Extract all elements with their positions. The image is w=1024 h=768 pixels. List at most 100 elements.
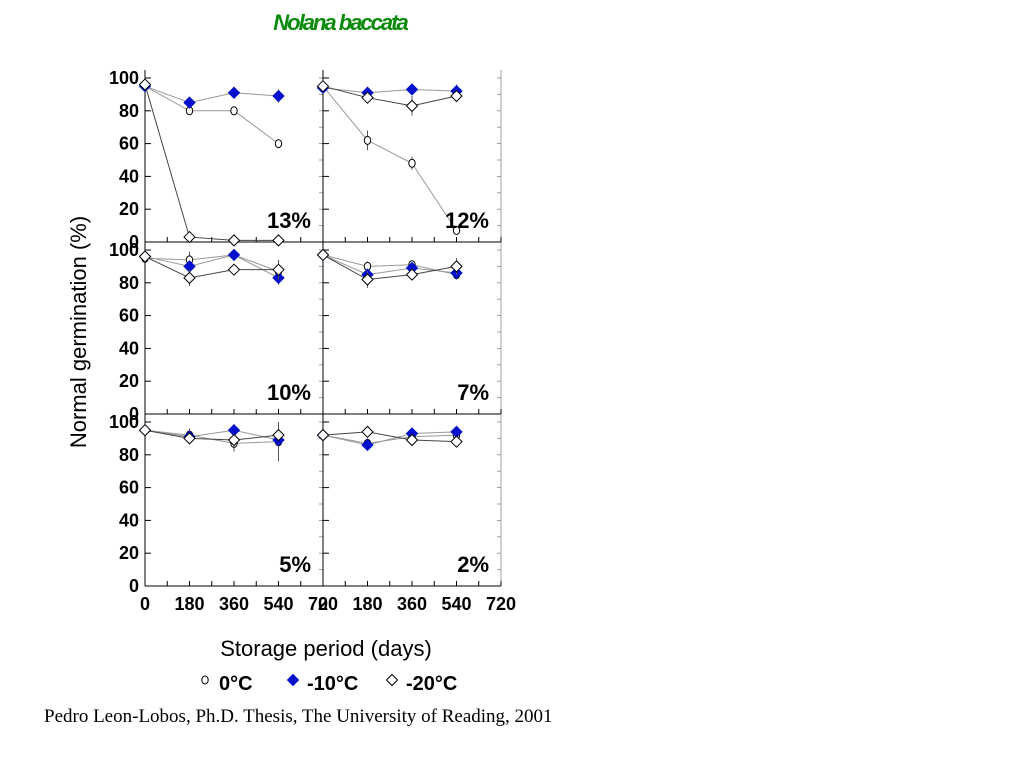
data-point [405,83,419,96]
series-line [144,85,279,145]
data-point [452,226,461,236]
data-point [363,135,372,145]
series-line [144,254,279,279]
panel-2: 12% [316,70,502,243]
panel-moisture-label: 12% [445,208,489,233]
data-point [227,86,241,99]
legend-entry: 0°C [201,673,253,695]
panel-moisture-label: 5% [279,552,311,577]
series-line [144,429,279,441]
series-1 [319,81,461,236]
y-tick-label: 20 [119,199,139,219]
x-tick-label: 360 [397,594,427,614]
x-tick-label: 360 [219,594,249,614]
series-line [144,256,279,279]
y-tick-label: 100 [109,240,139,260]
series-3 [138,250,285,287]
data-point [450,435,463,448]
series-3 [316,79,463,116]
y-tick-label: 20 [119,543,139,563]
series-line [322,431,457,443]
data-point [138,78,152,91]
y-tick-label: 20 [119,371,139,391]
series-line [322,87,457,94]
series-line [322,85,457,231]
data-point [316,79,330,93]
legend-marker [201,675,209,685]
y-tick-label: 40 [119,338,139,358]
data-point [272,428,285,442]
series-2 [316,425,463,452]
x-tick-label: 180 [352,594,382,614]
series-1 [141,81,283,149]
series-1 [141,422,283,462]
series-2 [138,79,285,109]
x-tick-label: 540 [263,594,293,614]
series-3 [316,425,463,448]
data-point [227,234,241,247]
series-2 [138,248,285,285]
x-tick-label: 0 [318,594,328,614]
data-point [274,139,283,149]
panel-moisture-label: 13% [267,208,311,233]
data-point [138,250,152,263]
data-point [183,271,196,285]
data-point [361,91,374,104]
data-point [183,432,196,445]
data-point [405,268,419,281]
x-tick-label: 540 [441,594,471,614]
legend-label: -10°C [307,673,358,695]
data-point [227,263,241,276]
legend-label: 0°C [219,673,253,695]
data-point [361,273,374,286]
x-axis-label: Storage period (days) [220,636,432,661]
y-tick-label: 60 [119,306,139,326]
chart-legend: 0°C -10°C -20°C [201,673,457,695]
series-line [144,85,279,104]
series-3 [316,248,463,288]
panel-moisture-label: 2% [457,552,489,577]
data-point [183,230,196,244]
y-tick-label: 40 [119,166,139,186]
data-point [227,433,241,447]
y-tick-label: 80 [119,445,139,465]
panel-1: 0 20 40 60 80 100 13% [109,68,324,252]
y-tick-label: 60 [119,134,139,154]
panel-3: 0 20 40 60 80 100 10% [109,240,324,424]
data-point [408,158,416,168]
data-point [227,248,241,262]
chart-panels: 0 20 40 60 80 100 13% 12% 0 20 40 60 80 100 10% 7% 0 20 40… [109,68,516,614]
y-tick-label: 0 [129,404,139,424]
data-point [272,263,285,276]
legend-entry: -20°C [385,673,457,695]
series-line [322,434,457,444]
data-point [316,248,330,262]
y-axis-label: Normal germination (%) [66,216,91,448]
panel-6: 0 180 360 540 720 2% [316,414,516,614]
data-point [450,89,463,103]
data-point [230,106,238,116]
data-point [272,89,285,103]
citation-text: Pedro Leon-Lobos, Ph.D. Thesis, The Univ… [44,706,553,727]
series-line [322,254,457,281]
y-tick-label: 100 [109,68,139,88]
data-point [316,428,330,442]
data-point [183,96,196,109]
series-line [144,254,279,272]
data-point [138,423,152,437]
y-tick-label: 80 [119,273,139,293]
x-tick-label: 720 [308,594,338,614]
series-line [322,85,457,107]
data-point [361,438,374,452]
panel-5: 0 20 40 60 80 100 0 180 360 540 720 5% [109,412,338,614]
data-point [361,425,374,439]
y-tick-label: 0 [129,576,139,596]
series-line [144,429,279,444]
series-line [144,84,279,241]
legend-label: -20°C [406,673,457,695]
series-2 [316,248,463,281]
legend-marker [286,673,300,687]
series-line [322,431,457,446]
series-3 [138,78,285,247]
